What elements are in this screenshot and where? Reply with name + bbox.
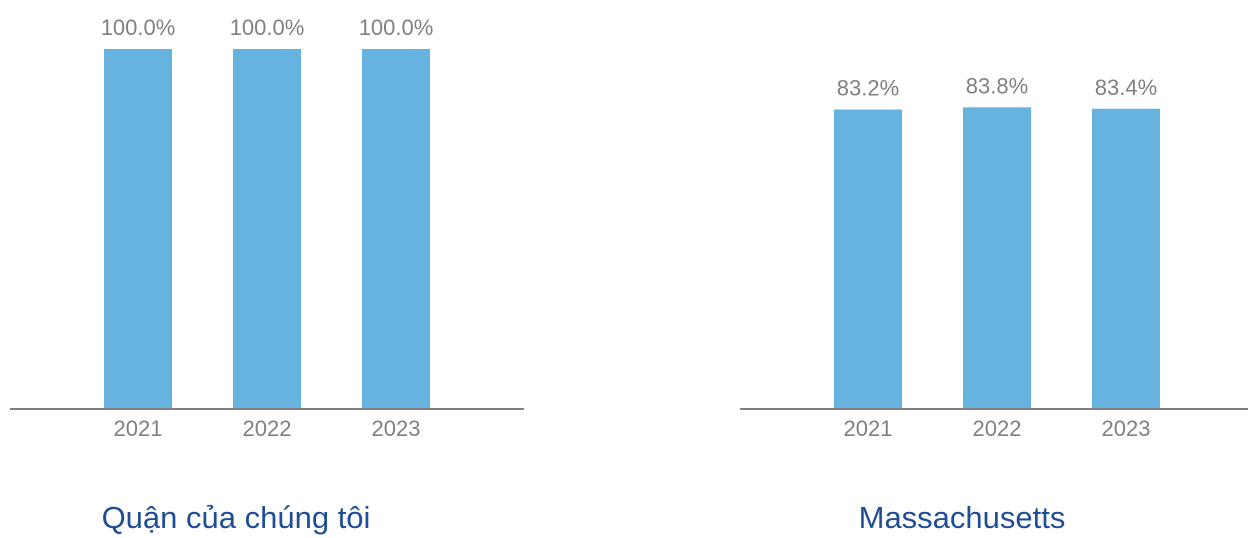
chart-1-bar-2022 xyxy=(233,49,301,409)
chart-1-data-label-2021: 100.0% xyxy=(101,15,176,40)
chart-2-data-label-2021: 83.2% xyxy=(837,75,899,100)
chart-1-tick-label-2021: 2021 xyxy=(114,416,163,441)
chart-1-tick-label-2023: 2023 xyxy=(372,416,421,441)
chart-1-bar-2023 xyxy=(362,49,430,409)
chart-2-data-label-2023: 83.4% xyxy=(1095,75,1157,100)
chart-2-tick-label-2022: 2022 xyxy=(973,416,1022,441)
chart-1-title: Quận của chúng tôi xyxy=(101,500,371,535)
chart-2-tick-label-2023: 2023 xyxy=(1102,416,1151,441)
chart-1-tick-label-2022: 2022 xyxy=(243,416,292,441)
chart-2-data-label-2022: 83.8% xyxy=(966,73,1028,98)
chart-2-tick-label-2021: 2021 xyxy=(844,416,893,441)
chart-canvas: 100.0% 2021 100.0% 2022 100.0% 2023 83.2% 2021 8… xyxy=(10,15,1248,441)
chart-2-title: Massachusetts xyxy=(858,500,1066,535)
chart-2-bar-2022 xyxy=(963,107,1031,409)
chart-2-bar-2021 xyxy=(834,109,902,409)
chart-1-bar-2021 xyxy=(104,49,172,409)
chart-1-data-label-2023: 100.0% xyxy=(359,15,434,40)
chart-2-bar-2023 xyxy=(1092,108,1160,409)
chart-1-data-label-2022: 100.0% xyxy=(230,15,305,40)
